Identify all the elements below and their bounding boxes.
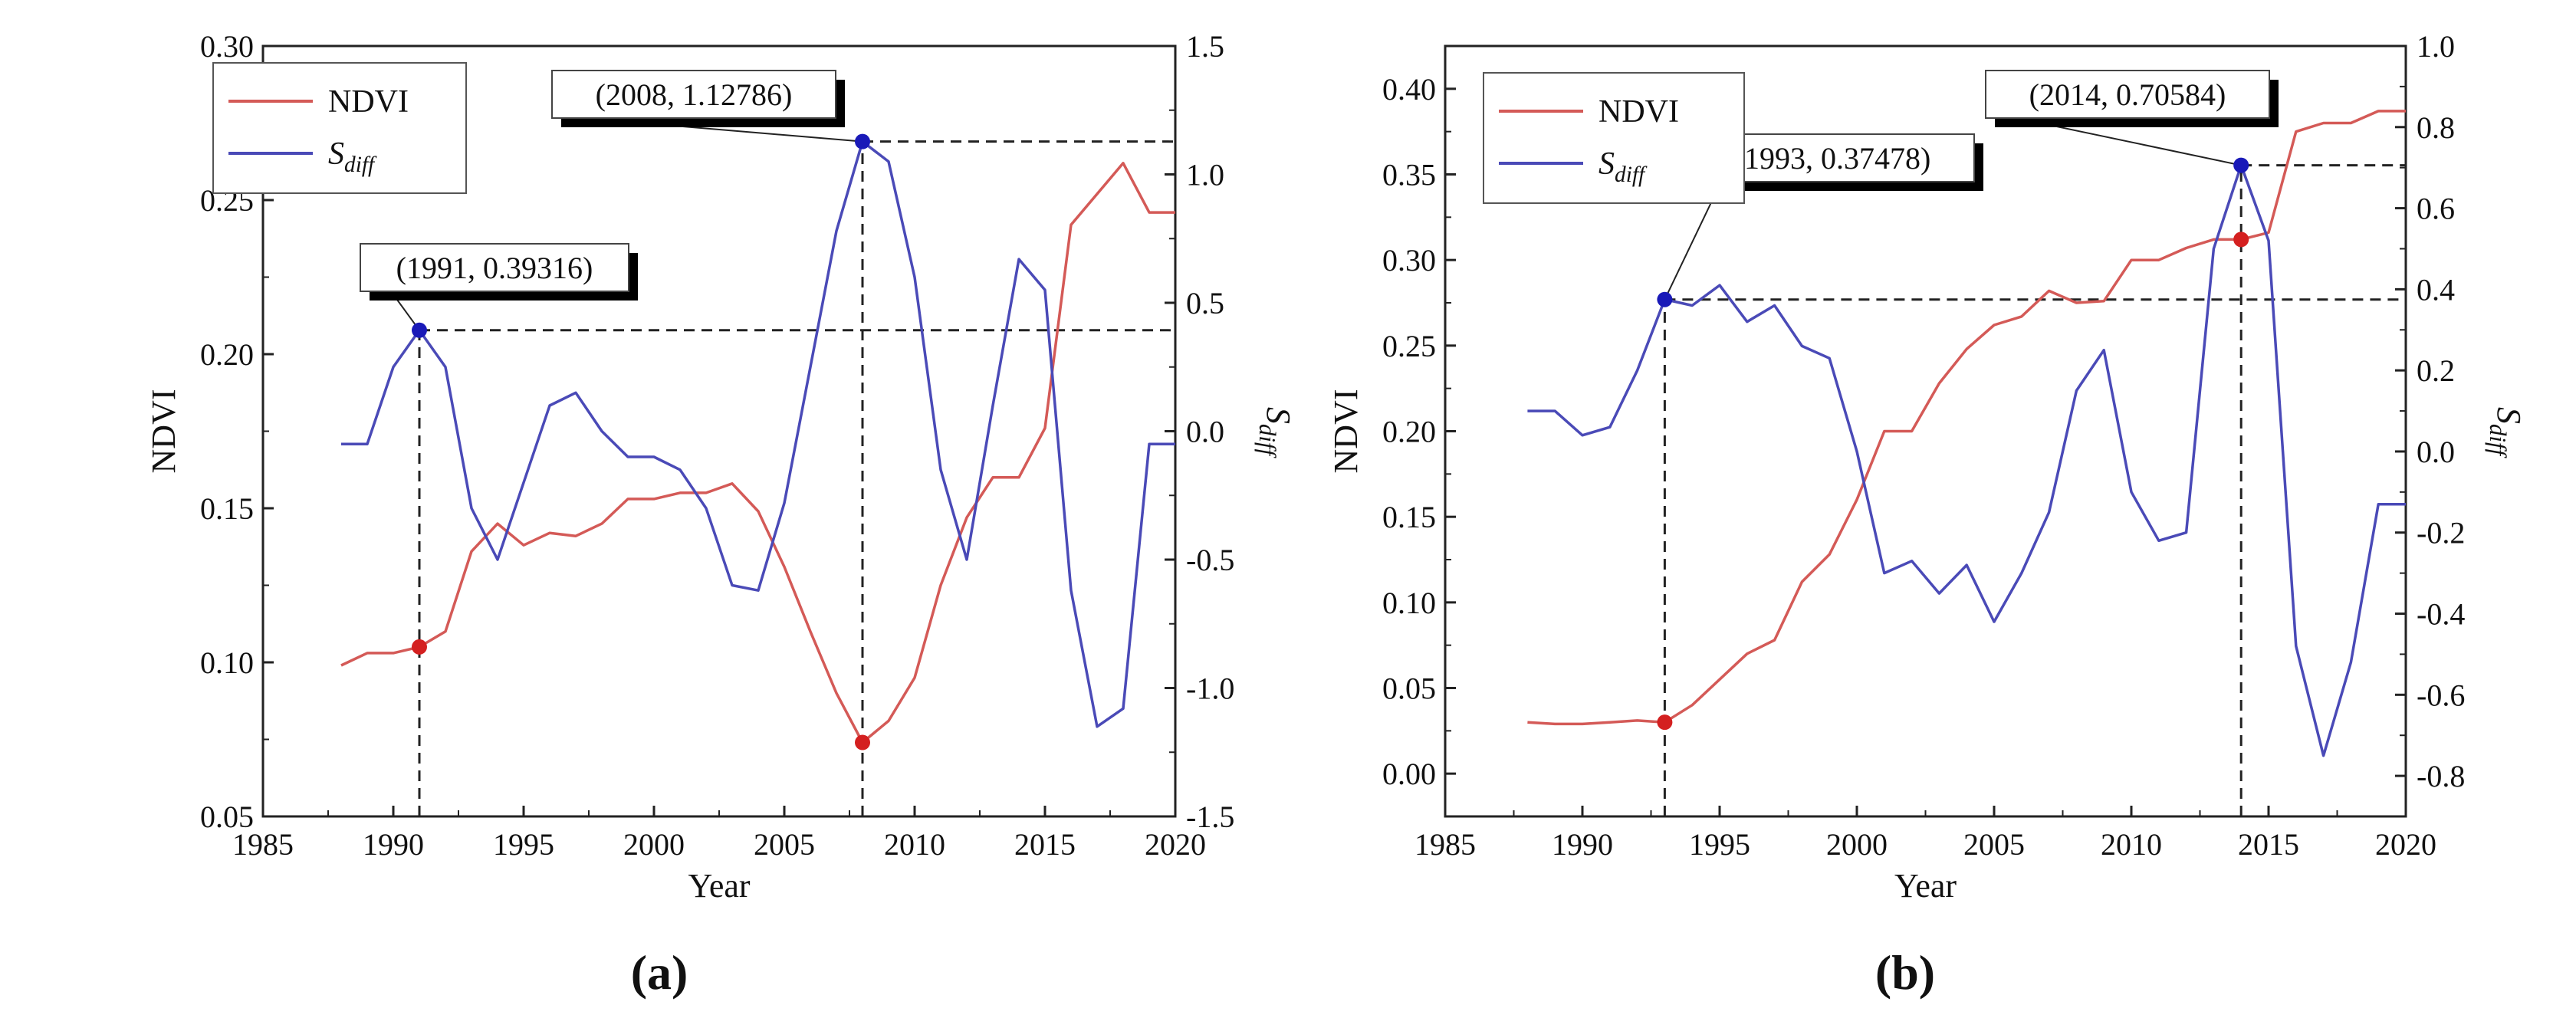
x-tick-label: 1985	[232, 827, 294, 862]
legend-label-sdiff-main: S	[1598, 146, 1615, 182]
y-tick-label: 0.15	[1382, 500, 1436, 534]
y-tick-label: 0.35	[1382, 158, 1436, 192]
annotation-box	[1985, 70, 2270, 119]
y2-tick-label: 0.0	[1186, 415, 1224, 449]
y2-tick-label: -0.8	[2417, 759, 2465, 793]
x-tick-label: 2015	[2238, 827, 2299, 862]
y-tick-label: 0.10	[1382, 586, 1436, 620]
sdiff-marker	[2233, 157, 2249, 173]
x-tick-label: 2020	[1145, 827, 1206, 862]
panel-label: (b)	[1875, 945, 1935, 1000]
annotation-label: (2014, 0.70584)	[2029, 77, 2226, 112]
y2-axis-label-main: S	[2490, 407, 2528, 424]
x-axis-label: Year	[1894, 867, 1957, 905]
legend-label-sdiff: Sdiff	[328, 136, 377, 177]
ndvi-marker	[2233, 232, 2249, 248]
x-tick-label: 1990	[1552, 827, 1613, 862]
x-tick-label: 1995	[1689, 827, 1750, 862]
x-tick-label: 2000	[623, 827, 685, 862]
x-tick-label: 2015	[1014, 827, 1076, 862]
x-tick-label: 2020	[2375, 827, 2436, 862]
y-tick-label: 0.40	[1382, 72, 1436, 107]
sdiff-marker	[855, 133, 870, 149]
y-tick-label: 0.25	[1382, 329, 1436, 363]
ndvi-marker	[855, 734, 870, 750]
y-tick-label: 0.20	[1382, 415, 1436, 449]
y2-tick-label: -0.6	[2417, 678, 2465, 712]
annotation-label: (1993, 0.37478)	[1734, 141, 1931, 176]
y2-tick-label: 0.6	[2417, 192, 2455, 226]
y-axis-label: NDVI	[1327, 389, 1365, 474]
legend-label-ndvi: NDVI	[1598, 94, 1679, 130]
series-line-sdiff	[341, 140, 1175, 728]
legend-label-sdiff: Sdiff	[1598, 146, 1648, 187]
x-tick-label: 2000	[1826, 827, 1888, 862]
y2-tick-label: -0.5	[1186, 543, 1234, 577]
ndvi-marker	[1657, 714, 1673, 731]
sdiff-marker	[412, 322, 427, 338]
legend-label-sdiff-sub: diff	[344, 153, 377, 177]
x-tick-label: 2010	[2101, 827, 2162, 862]
y2-tick-label: 0.4	[2417, 272, 2455, 307]
legend-label-sdiff-main: S	[328, 136, 344, 172]
legend-box	[1483, 72, 1745, 204]
y2-axis-label-sub: diff	[2485, 424, 2511, 459]
annotation-label: (2008, 1.12786)	[596, 77, 793, 112]
y-tick-label: 0.15	[200, 491, 254, 526]
y-tick-label: 0.20	[200, 337, 254, 372]
x-tick-label: 1995	[493, 827, 554, 862]
panel-label: (a)	[631, 945, 688, 1000]
series-line-ndvi	[340, 162, 1175, 744]
annotation-box	[360, 243, 629, 292]
y2-axis-label-main: S	[1260, 407, 1297, 424]
annotation-label: (1991, 0.39316)	[396, 251, 593, 285]
legend-box	[212, 62, 467, 194]
chart-panel-a: 1985 1990 1995 2000 2005 2010 2015 2020 0.05 0.10…	[145, 29, 1297, 1000]
y2-axis-label-sub: diff	[1254, 424, 1280, 459]
x-tick-label: 1985	[1414, 827, 1476, 862]
y2-tick-label: 0.5	[1186, 286, 1224, 320]
legend-label-sdiff-sub: diff	[1615, 163, 1648, 187]
ndvi-marker	[412, 639, 427, 655]
annotation-box	[551, 70, 836, 119]
y-tick-label: 0.30	[1382, 243, 1436, 278]
y2-tick-label: -0.4	[2417, 597, 2465, 632]
y2-tick-label: 0.8	[2417, 110, 2455, 145]
series-line-sdiff	[1527, 163, 2406, 757]
legend-label-ndvi: NDVI	[328, 84, 409, 120]
y2-tick-label: 1.5	[1186, 29, 1224, 64]
series-line-ndvi	[1527, 110, 2406, 726]
x-tick-label: 2005	[1963, 827, 2025, 862]
y-tick-label: 0.10	[200, 645, 254, 680]
y2-tick-label: -1.5	[1186, 800, 1234, 834]
y2-tick-label: -1.0	[1186, 672, 1234, 706]
sdiff-marker	[1657, 291, 1673, 307]
y-tick-label: 0.30	[200, 29, 254, 64]
x-tick-label: 1990	[363, 827, 424, 862]
x-tick-label: 2005	[754, 827, 815, 862]
y-tick-label: 0.00	[1382, 757, 1436, 791]
y-tick-label: 0.05	[1382, 672, 1436, 706]
y-axis-label: NDVI	[145, 389, 182, 474]
y2-tick-label: 0.2	[2417, 353, 2455, 388]
y2-axis-label: Sdiff	[1254, 407, 1297, 459]
y-tick-label: 0.05	[200, 800, 254, 834]
x-axis-label: Year	[688, 867, 750, 905]
y2-tick-label: 0.0	[2417, 435, 2455, 469]
y2-tick-label: -0.2	[2417, 516, 2465, 550]
y2-axis-label: Sdiff	[2485, 407, 2528, 459]
chart-panel-b: 1985 1990 1995 2000 2005 2010 2015 2020 0.00 0.05…	[1327, 29, 2528, 1000]
y2-tick-label: 1.0	[2417, 29, 2455, 64]
y2-tick-label: 1.0	[1186, 158, 1224, 192]
x-tick-label: 2010	[884, 827, 945, 862]
